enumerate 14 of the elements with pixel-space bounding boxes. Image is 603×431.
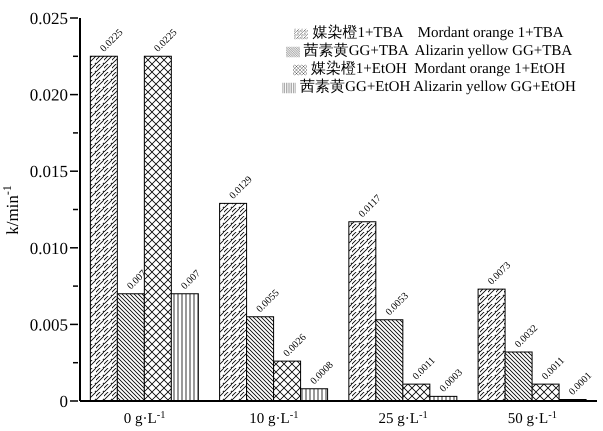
x-tick-label: 25 g·L$^{-1}$ [378, 410, 428, 427]
y-tick-label: 0.025 [30, 8, 68, 28]
legend-label: 茜素黄GG+TBA Alizarin yellow GG+TBA [304, 43, 572, 59]
legend-label: 茜素黄GG+EtOH Alizarin yellow GG+EtOH [300, 79, 576, 95]
y-tick-label: 0.020 [30, 86, 68, 105]
y-tick-label: 0.005 [30, 315, 68, 334]
legend-label: 媒染橙1+EtOH Mordant orange 1+EtOH [310, 61, 566, 77]
x-tick-label: 10 g·L$^{-1}$ [249, 410, 298, 427]
legend-label: 媒染橙1+TBA Mordant orange 1+TBA [312, 25, 564, 41]
x-tick-label: 0 g·L$^{-1}$ [124, 410, 166, 427]
y-tick-label: 0 [60, 392, 68, 411]
x-tick-label: 50 g·L$^{-1}$ [508, 410, 557, 427]
y-tick-label: 0.010 [30, 238, 68, 258]
y-tick-label: 0.015 [30, 162, 68, 182]
